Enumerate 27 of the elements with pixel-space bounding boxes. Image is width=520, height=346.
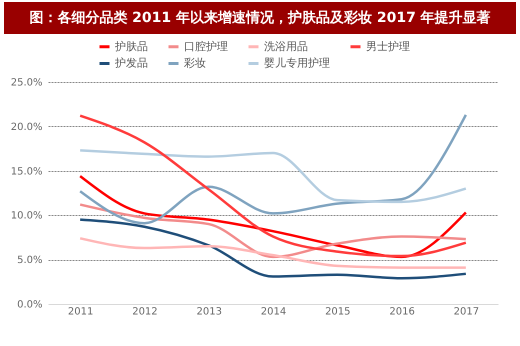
y-tick-label: 0.0% [17,300,42,310]
legend-label: 洗浴用品 [264,40,308,53]
line-series [78,114,468,224]
y-tick-label: 20.0% [10,122,42,133]
legend-label: 彩妆 [184,56,206,70]
x-tick-label: 2017 [454,306,480,318]
x-tick-label: 2012 [132,306,158,318]
legend-label: 男士护理 [366,40,410,53]
x-tick-label: 2014 [260,306,286,318]
line-series [78,203,468,258]
y-tick-label: 5.0% [17,255,42,266]
line-series [78,218,468,280]
legend-label: 护发品 [114,56,148,70]
y-tick-label: 25.0% [10,78,42,88]
x-tick-label: 2015 [325,306,351,318]
x-tick-label: 2011 [68,306,94,318]
line-series [78,114,468,258]
legend-label: 口腔护理 [184,40,228,53]
x-tick-label: 2016 [389,306,415,318]
legend-label: 婴儿专用护理 [264,56,330,70]
line-series [78,237,468,269]
y-tick-label: 15.0% [10,166,42,178]
y-tick-label: 10.0% [10,210,42,222]
legend-label: 护肤品 [114,40,148,53]
chart-title: 图：各细分品类 2011 年以来增速情况，护肤品及彩妆 2017 年提升显著 [29,9,491,26]
line-series [78,149,468,204]
x-tick-label: 2013 [196,306,222,318]
